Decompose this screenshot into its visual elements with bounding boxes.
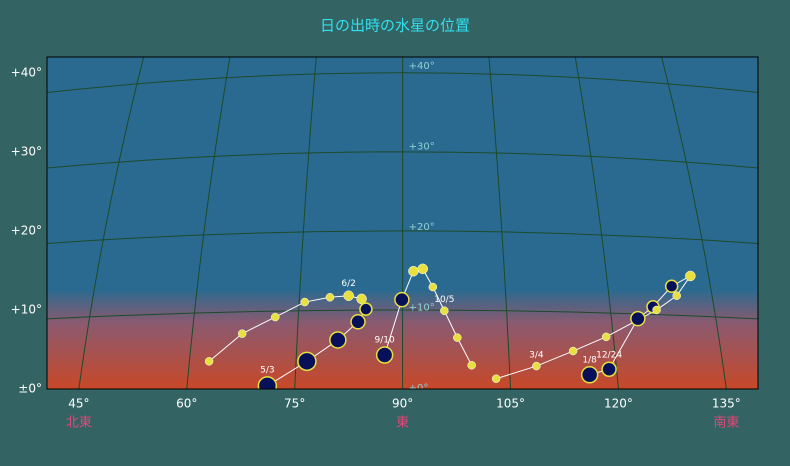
plot-frame	[46, 56, 759, 390]
planet-marker	[467, 361, 476, 370]
planet-marker	[417, 263, 429, 275]
meridian-label: +40°	[409, 61, 435, 72]
meridian-label: +20°	[409, 222, 435, 233]
grid-line	[294, 57, 317, 389]
y-tick-label: +20°	[11, 223, 42, 237]
planet-marker	[672, 291, 681, 300]
x-tick-label: 75°	[284, 397, 305, 411]
date-label: 6/2	[341, 279, 355, 289]
path-line	[495, 275, 691, 380]
y-tick-label: +10°	[11, 302, 42, 316]
planet-marker	[664, 279, 679, 293]
chart-title: 日の出時の水星の位置	[320, 17, 470, 35]
grid-line	[574, 57, 619, 389]
planet-marker	[453, 333, 462, 342]
planet-marker	[350, 314, 366, 330]
x-tick-label: 105°	[496, 397, 525, 411]
planet-marker	[329, 331, 347, 349]
date-label: 5/3	[260, 365, 274, 375]
planet-marker	[601, 361, 617, 377]
planet-marker	[297, 351, 317, 372]
planet-marker	[440, 306, 449, 315]
planet-marker	[359, 302, 373, 316]
y-tick-label: +40°	[11, 65, 42, 79]
planet-marker	[237, 329, 247, 338]
planet-marker	[532, 361, 541, 371]
meridian-label: +10°	[409, 302, 435, 313]
grid-line	[294, 388, 511, 389]
meridian-label: +30°	[409, 141, 435, 152]
planet-marker	[685, 270, 696, 282]
planet-marker	[343, 290, 354, 301]
date-label: 10/5	[434, 295, 454, 305]
data: 6/2 5/3 9/10 10/5 1/8 12/24 3/4	[204, 263, 696, 389]
date-label: 3/4	[529, 351, 544, 361]
planet-marker	[271, 312, 280, 322]
x-tick-label: 45°	[68, 397, 89, 411]
planet-marker	[257, 376, 278, 389]
date-label: 1/8	[582, 355, 597, 365]
planet-marker	[580, 366, 599, 384]
meridian-label: +0°	[409, 383, 429, 394]
date-label: 9/10	[375, 336, 395, 346]
planet-marker	[630, 310, 646, 327]
direction-label: 南東	[713, 415, 739, 431]
x-tick-label: 60°	[176, 397, 197, 411]
planet-marker	[408, 265, 419, 277]
planet-marker	[325, 293, 335, 302]
grid: +0° +10° +20° +30° +40°	[47, 57, 758, 394]
planet-marker	[601, 332, 611, 342]
planet-marker	[568, 346, 578, 356]
grid-line	[488, 57, 512, 389]
planet-marker	[491, 374, 501, 383]
x-tick-label: 120°	[604, 397, 633, 411]
grid-line	[78, 57, 145, 389]
y-tick-label: +30°	[11, 144, 42, 158]
planet-marker	[204, 357, 214, 366]
planet-marker	[394, 291, 410, 308]
grid-line	[661, 57, 727, 389]
planet-marker	[652, 305, 661, 315]
planet-marker	[428, 282, 438, 292]
grid-line	[186, 57, 231, 389]
y-tick-label: ±0°	[18, 382, 42, 396]
date-label: 12/24	[596, 351, 622, 361]
direction-label: 東	[396, 415, 409, 431]
direction-label: 北東	[66, 415, 92, 431]
x-tick-label: 135°	[712, 397, 741, 411]
planet-marker	[375, 346, 394, 364]
planet-marker	[356, 293, 367, 305]
x-tick-label: 90°	[392, 397, 413, 411]
planet-marker	[300, 297, 310, 307]
